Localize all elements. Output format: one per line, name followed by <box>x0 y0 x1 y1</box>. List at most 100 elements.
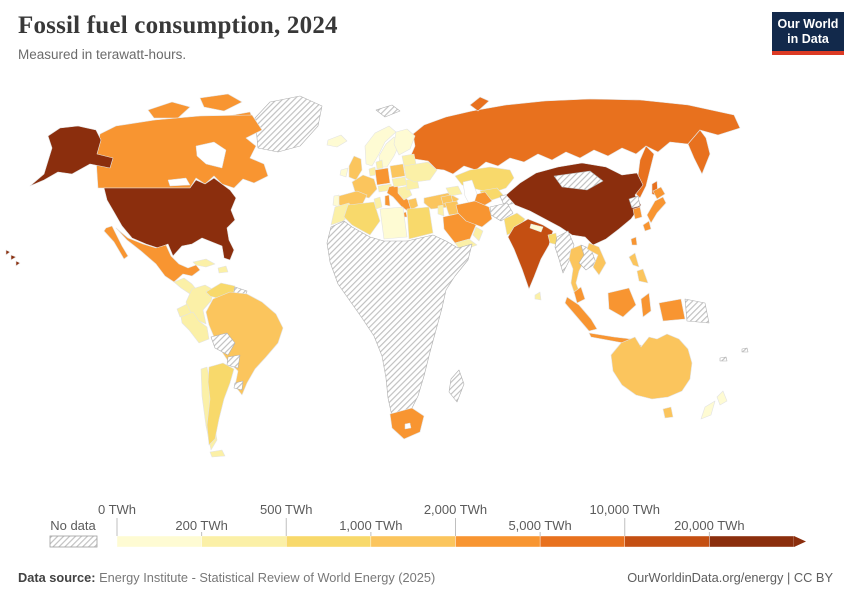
legend-bin-7[interactable] <box>709 535 795 548</box>
owid-logo[interactable]: Our World in Data <box>772 12 844 55</box>
legend-stop-label-0: 0 TWh <box>98 502 136 517</box>
country-madagascar[interactable] <box>448 369 465 403</box>
map-legend: No data 0 TWh 200 TWh 500 TWh 1,000 TWh 2,000… <box>0 502 850 554</box>
legend-bin-2[interactable] <box>286 535 372 548</box>
country-iran[interactable] <box>455 200 493 228</box>
country-afghanistan[interactable] <box>489 202 514 222</box>
island-sumatra[interactable] <box>564 296 598 332</box>
country-philippines[interactable] <box>628 252 649 284</box>
islands-sardinia-corsica[interactable] <box>384 194 391 207</box>
country-south-korea[interactable] <box>632 206 643 220</box>
chart-header: Fossil fuel consumption, 2024 Measured i… <box>18 12 758 62</box>
region-baja-california[interactable] <box>103 225 129 260</box>
island-novaya-zemlya[interactable] <box>469 96 490 112</box>
country-usa[interactable] <box>103 177 237 261</box>
nz-north-island[interactable] <box>716 390 728 406</box>
chart-footer: Data source: Energy Institute - Statisti… <box>18 570 833 585</box>
footer-credit-link[interactable]: OurWorldinData.org/energy | CC BY <box>627 570 833 585</box>
legend-stop-label-7: 20,000 TWh <box>674 518 745 533</box>
country-ireland[interactable] <box>339 167 349 178</box>
great-lakes <box>167 177 191 187</box>
legend-bin-6[interactable] <box>624 535 710 548</box>
region-tierra-del-fuego[interactable] <box>209 449 226 458</box>
world-map <box>0 88 850 500</box>
region-levant[interactable] <box>437 204 445 217</box>
country-mexico[interactable] <box>115 227 201 283</box>
country-finland[interactable] <box>393 128 416 156</box>
nz-south-island[interactable] <box>700 400 716 420</box>
country-nepal[interactable] <box>529 223 544 233</box>
region-caucasus[interactable] <box>445 185 463 197</box>
country-denmark[interactable] <box>375 159 384 170</box>
country-argentina[interactable] <box>206 362 235 446</box>
country-uruguay[interactable] <box>233 380 244 391</box>
country-united-kingdom[interactable] <box>348 155 363 181</box>
country-egypt[interactable] <box>406 206 434 240</box>
lesotho <box>404 422 412 430</box>
country-ukraine[interactable] <box>403 161 438 183</box>
legend-stop-label-1: 200 TWh <box>175 518 228 533</box>
region-sub-saharan-africa[interactable] <box>326 220 473 423</box>
owid-logo-line1: Our World <box>777 17 839 31</box>
legend-bin-1[interactable] <box>201 535 287 548</box>
country-north-korea[interactable] <box>628 195 641 209</box>
country-malaysia[interactable] <box>573 286 586 304</box>
country-greece[interactable] <box>407 197 419 211</box>
country-oman[interactable] <box>472 226 484 242</box>
country-greenland[interactable] <box>254 95 323 153</box>
data-source-label: Data source: <box>18 570 96 585</box>
islands-svalbard[interactable] <box>375 104 401 118</box>
country-russia[interactable] <box>407 98 741 175</box>
country-algeria[interactable] <box>343 201 381 236</box>
islands-hawaii[interactable] <box>5 249 21 267</box>
island-borneo[interactable] <box>607 287 637 318</box>
country-iceland[interactable] <box>326 134 348 148</box>
country-poland[interactable] <box>389 163 406 179</box>
page-title: Fossil fuel consumption, 2024 <box>18 12 338 39</box>
country-myanmar[interactable] <box>554 230 575 274</box>
island-fiji[interactable] <box>741 347 749 353</box>
island-sulawesi[interactable] <box>640 292 652 318</box>
country-japan[interactable] <box>642 186 667 232</box>
country-germany[interactable] <box>374 167 391 186</box>
country-india[interactable] <box>507 218 554 290</box>
country-portugal[interactable] <box>332 194 340 208</box>
legend-bin-3[interactable] <box>370 535 456 548</box>
owid-logo-line2: in Data <box>787 32 829 46</box>
country-canada[interactable] <box>95 114 269 189</box>
country-vietnam[interactable] <box>586 242 607 276</box>
legend-arrow-tip <box>794 536 806 547</box>
country-tunisia[interactable] <box>373 196 383 210</box>
legend-stop-label-4: 2,000 TWh <box>424 502 487 517</box>
country-papua-new-guinea[interactable] <box>684 298 710 324</box>
country-libya[interactable] <box>379 206 408 240</box>
island-tasmania[interactable] <box>662 406 674 419</box>
legend-bin-0[interactable] <box>116 535 202 548</box>
page-subtitle: Measured in terawatt-hours. <box>18 47 187 62</box>
country-bolivia[interactable] <box>210 332 236 356</box>
island-new-caledonia[interactable] <box>719 356 728 362</box>
country-sri-lanka[interactable] <box>534 291 542 301</box>
country-australia[interactable] <box>610 333 693 400</box>
country-peru[interactable] <box>180 311 210 344</box>
country-paraguay[interactable] <box>226 354 241 369</box>
region-west-new-guinea[interactable] <box>658 298 686 322</box>
legend-stop-label-5: 5,000 TWh <box>508 518 571 533</box>
country-russia-far-east[interactable] <box>632 129 711 199</box>
legend-no-data-swatch[interactable] <box>49 535 98 548</box>
data-source-text: Energy Institute - Statistical Review of… <box>99 570 436 585</box>
region-alaska[interactable] <box>29 125 114 187</box>
data-source: Data source: Energy Institute - Statisti… <box>18 570 435 585</box>
legend-bin-5[interactable] <box>539 535 625 548</box>
hudson-bay <box>195 141 227 169</box>
legend-no-data-label: No data <box>50 518 96 533</box>
region-central-europe[interactable] <box>391 176 408 188</box>
island-hispaniola[interactable] <box>217 265 229 274</box>
legend-stop-label-6: 10,000 TWh <box>589 502 660 517</box>
legend-bin-4[interactable] <box>455 535 541 548</box>
country-mongolia[interactable] <box>553 170 604 191</box>
legend-stop-label-3: 1,000 TWh <box>339 518 402 533</box>
island-taiwan[interactable] <box>630 236 638 246</box>
country-cuba[interactable] <box>192 258 216 268</box>
